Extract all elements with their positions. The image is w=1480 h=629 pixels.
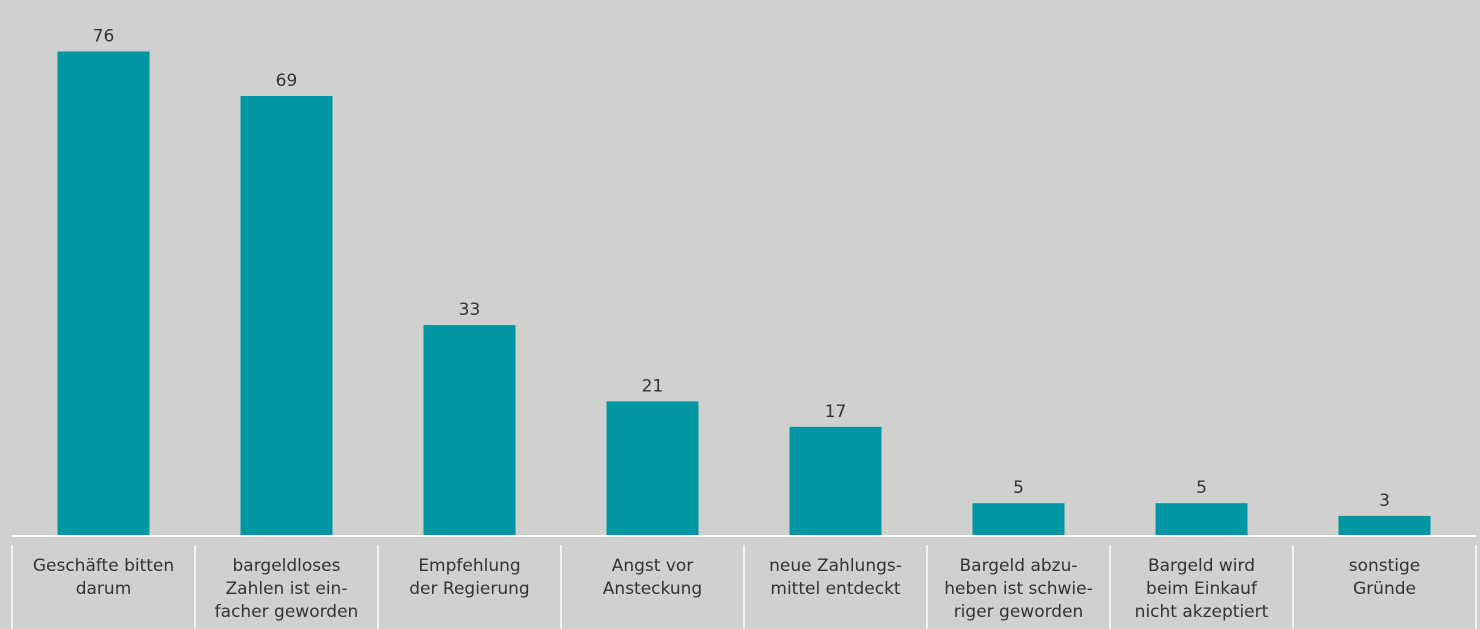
value-label: 5 [1196,478,1207,498]
value-label: 33 [459,300,481,320]
bar [1338,515,1431,535]
x-tick-label: Bargeld abzu-heben ist schwie-riger gewo… [944,556,1093,622]
bar [606,401,699,535]
bar [1155,503,1248,535]
x-tick-label: neue Zahlungs-mittel entdeckt [769,556,902,599]
x-tick-label: sonstige Gründe [1349,556,1421,599]
value-label: 21 [642,376,664,396]
bar [240,95,333,536]
x-tick-label: Geschäfte bitten darum [33,556,174,599]
value-label: 69 [276,71,298,91]
bar [423,325,516,535]
x-tick-label: Bargeld wird beim Einkauf nicht akzeptiert [1135,556,1269,622]
x-tick-label: Empfehlung der Regierung [409,556,529,599]
bar [789,426,882,535]
value-label: 3 [1379,491,1390,511]
value-label: 17 [825,402,847,422]
value-label: 76 [93,26,115,46]
bar [57,51,150,535]
value-label: 5 [1013,478,1024,498]
x-tick-label: Angst vor Ansteckung [603,556,702,599]
x-tick-label: bargeldloses Zahlen ist ein-facher geword… [215,556,359,622]
bar [972,503,1065,535]
